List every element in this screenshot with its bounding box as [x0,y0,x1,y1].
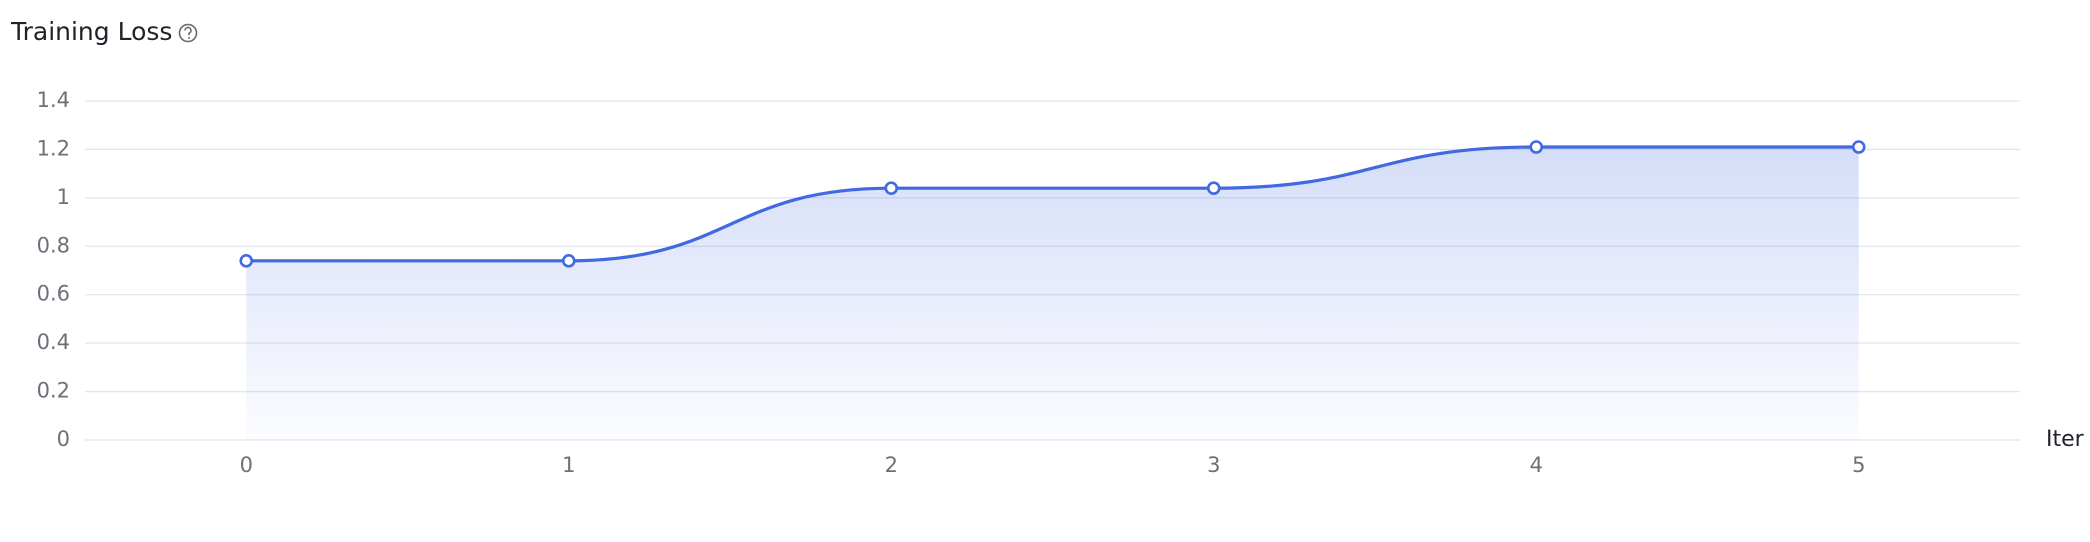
x-tick-label: 3 [1207,453,1220,477]
x-tick-label: 0 [240,453,253,477]
line [246,145,1859,263]
y-tick-label: 0.8 [37,233,70,257]
help-icon[interactable] [178,23,198,43]
y-tick-label: 1.4 [37,88,70,112]
x-tick-label: 2 [885,453,898,477]
x-axis-label: Iter [2046,427,2085,452]
y-tick-label: 0 [57,427,70,451]
y-tick-label: 0.2 [37,379,70,403]
point [239,254,254,268]
y-tick-label: 0.6 [37,282,70,306]
chart-title: Training Loss [10,17,172,46]
x-tick-label: 4 [1530,453,1543,477]
y-tick-label: 0.4 [37,330,70,354]
area [246,147,1859,440]
point [884,181,899,195]
x-tick-label: 1 [562,453,575,477]
y-tick-label: 1.2 [37,136,70,160]
point [1529,140,1544,154]
x-tick-label: 5 [1852,453,1865,477]
point [561,254,576,268]
point [1851,140,1866,154]
point [1206,181,1221,195]
y-tick-label: 1 [57,185,70,209]
